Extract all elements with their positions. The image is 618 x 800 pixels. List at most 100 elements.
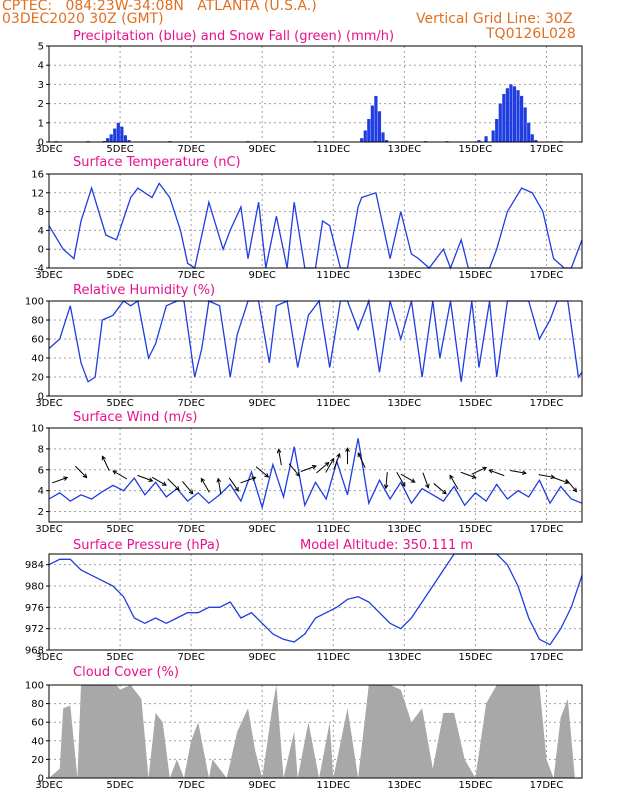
pressure-xtick-label: 9DEC: [249, 652, 276, 663]
precip-bar: [116, 122, 120, 142]
rh-ytick-label: 60: [31, 335, 44, 346]
precip-bar: [527, 122, 531, 142]
wind-arrow: [288, 463, 300, 477]
wind-arrow: [217, 478, 222, 495]
wind-arrow-head: [441, 489, 447, 495]
wind-arrow: [552, 477, 569, 484]
cloud-xtick-label: 13DEC: [387, 780, 421, 791]
precip-xtick-label: 9DEC: [249, 144, 276, 155]
wind-arrow-head: [162, 481, 167, 486]
precip-bar: [502, 94, 506, 142]
wind-arrow: [255, 466, 269, 478]
wind-arrow: [510, 469, 527, 474]
precip-ytick-label: 1: [38, 118, 44, 129]
wind-arrow-head: [200, 477, 206, 483]
wind-arrow-head: [449, 474, 454, 480]
precip-frame: [48, 45, 583, 143]
pressure-xtick-label: 11DEC: [316, 652, 350, 663]
cloud-ytick-label: 100: [25, 681, 44, 692]
wind-arrow-head: [264, 473, 270, 478]
precip-bar: [495, 118, 499, 142]
header-location: CPTEC: 084:23W-34:08N ATLANTA (U.S.A.): [2, 0, 317, 14]
precip-bar: [484, 136, 488, 142]
wind-xtick-label: 3DEC: [35, 524, 62, 535]
wind-panel: [46, 427, 583, 523]
wind-arrow: [228, 477, 239, 492]
wind-xtick-label: 7DEC: [177, 524, 204, 535]
wind-arrow-head: [148, 477, 154, 482]
wind-arrow: [400, 473, 416, 483]
wind-arrow: [422, 472, 429, 488]
wind-arrow-head: [311, 464, 317, 470]
pressure-xtick-label: 3DEC: [35, 652, 62, 663]
rh-ytick-label: 0: [38, 392, 44, 403]
precip-bar: [127, 140, 131, 142]
precip-bar: [123, 135, 127, 142]
rh-xtick-label: 3DEC: [35, 398, 62, 409]
wind-arrow-head: [276, 448, 282, 454]
wind-arrow-head: [425, 483, 430, 489]
wind-arrow: [182, 481, 194, 494]
precip-xtick-label: 17DEC: [530, 144, 564, 155]
pressure-ytick-label: 968: [25, 646, 44, 657]
precip-bar: [109, 134, 113, 142]
wind-arrow: [433, 483, 447, 495]
wind-arrow: [489, 469, 505, 477]
precip-bar: [509, 84, 513, 142]
wind-arrow-head: [63, 476, 69, 481]
rh-ytick-label: 40: [31, 354, 44, 365]
cloud-frame: [48, 684, 583, 779]
wind-arrow: [471, 466, 487, 475]
temp-ytick-label: 16: [31, 170, 44, 181]
temp-frame: [48, 173, 583, 269]
wind-ytick-label: 8: [38, 444, 44, 455]
wind-arrow: [151, 476, 167, 486]
wind-arrow-head: [521, 470, 527, 476]
temp-ytick-label: 12: [31, 188, 44, 199]
rh-xtick-label: 17DEC: [530, 398, 564, 409]
precip-panel: [46, 45, 583, 143]
pressure-ytick-label: 972: [25, 624, 44, 635]
wind-frame: [48, 427, 583, 523]
precip-xtick-label: 5DEC: [106, 144, 133, 155]
wind-arrow: [449, 475, 459, 490]
pressure-xtick-label: 5DEC: [106, 652, 133, 663]
precip-xtick-label: 15DEC: [459, 144, 493, 155]
wind-arrow-head: [471, 474, 477, 479]
pressure-title: Surface Pressure (hPa): [73, 538, 220, 553]
precip-bar: [381, 132, 385, 142]
rh-line: [48, 298, 583, 383]
wind-arrow-head: [488, 469, 494, 474]
cloud-xtick-label: 7DEC: [177, 780, 204, 791]
pressure-panel: [46, 553, 583, 651]
precip-bar: [384, 140, 389, 142]
precip-bar: [113, 128, 117, 142]
pressure-frame: [48, 553, 583, 651]
cloud-ytick-label: 40: [31, 736, 44, 747]
rh-xtick-label: 15DEC: [459, 398, 493, 409]
pressure-xtick-label: 17DEC: [530, 652, 564, 663]
wind-arrow: [200, 478, 210, 493]
wind-title: Surface Wind (m/s): [73, 410, 197, 425]
wind-arrow: [240, 477, 256, 484]
wind-arrow-head: [410, 478, 416, 483]
cloud-xtick-label: 3DEC: [35, 780, 62, 791]
pressure-xtick-label: 15DEC: [459, 652, 493, 663]
wind-line: [48, 438, 583, 510]
wind-ytick-label: 4: [38, 486, 44, 497]
wind-arrow: [325, 458, 335, 473]
cloud-xtick-label: 5DEC: [106, 780, 133, 791]
precip-bar: [516, 90, 520, 142]
wind-arrow: [278, 449, 282, 466]
precip-bar: [363, 130, 367, 142]
precip-bar: [505, 88, 509, 142]
wind-arrow-head: [295, 471, 300, 477]
temp-title: Surface Temperature (nC): [73, 155, 241, 170]
precip-bar: [367, 118, 371, 142]
header-code: TQ0126L028: [486, 26, 576, 42]
pressure-subtitle: Model Altitude: 350.111 m: [300, 538, 473, 553]
wind-arrow: [357, 452, 366, 468]
precip-bar: [360, 138, 364, 142]
temp-panel: [46, 173, 583, 270]
wind-arrow: [300, 465, 317, 472]
